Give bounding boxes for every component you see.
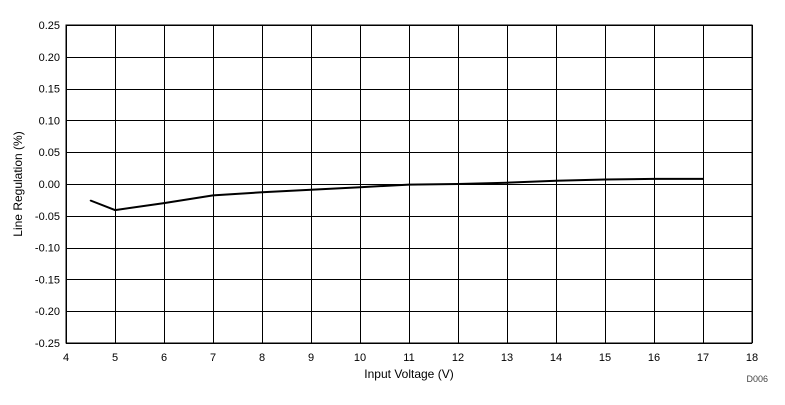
x-tick-label: 11 — [403, 352, 414, 364]
y-tick-label: -0.25 — [35, 338, 60, 350]
x-tick-label: 13 — [501, 352, 513, 364]
grid-lines — [66, 25, 753, 344]
x-tick-label: 16 — [648, 352, 660, 364]
x-tick-label: 7 — [210, 352, 216, 364]
data-point — [702, 178, 704, 180]
data-point — [408, 183, 410, 186]
data-point — [310, 188, 312, 191]
y-tick-label: -0.15 — [35, 274, 60, 286]
data-point — [604, 178, 606, 181]
y-tick-label: 0.00 — [39, 179, 60, 191]
x-tick-label: 9 — [308, 352, 314, 364]
x-tick-label: 15 — [599, 352, 611, 364]
x-tick-label: 10 — [354, 352, 366, 364]
y-axis-tick-labels: 0.25 0.20 0.15 0.10 0.05 0.00 -0.05 -0.10 -0.15 -… — [35, 20, 60, 350]
data-point — [212, 194, 214, 197]
y-tick-label: -0.05 — [35, 211, 60, 223]
series-line-0 — [90, 177, 703, 212]
data-point — [114, 209, 116, 211]
x-tick-label: 12 — [452, 352, 464, 364]
data-point — [163, 202, 165, 204]
y-tick-label: -0.20 — [35, 306, 60, 318]
x-axis-tick-labels: 4 5 6 7 8 9 10 11 12 13 14 15 16 17 18 — [63, 352, 758, 364]
x-tick-label: 8 — [259, 352, 265, 364]
x-tick-label: 5 — [112, 352, 118, 364]
y-tick-label: -0.10 — [35, 243, 60, 255]
x-tick-label: 6 — [161, 352, 167, 364]
x-tick-label: 4 — [63, 352, 69, 364]
y-tick-label: 0.15 — [39, 84, 60, 96]
data-point — [555, 180, 557, 182]
y-tick-label: 0.20 — [39, 52, 60, 64]
y-tick-label: 0.10 — [39, 115, 60, 127]
data-point — [653, 178, 655, 180]
x-tick-label: 18 — [746, 352, 758, 364]
data-point — [457, 183, 459, 185]
x-axis-title: Input Voltage (V) — [364, 367, 453, 381]
data-point — [506, 181, 508, 184]
data-point — [89, 199, 92, 202]
y-tick-label: 0.05 — [39, 147, 60, 159]
data-point — [359, 186, 361, 188]
figure-code: D006 — [746, 374, 768, 384]
x-tick-label: 17 — [697, 352, 709, 364]
x-tick-label: 14 — [550, 352, 562, 364]
y-tick-label: 0.25 — [39, 20, 60, 32]
series-group — [89, 177, 704, 212]
data-point — [261, 191, 263, 194]
y-axis-title: Line Regulation (%) — [11, 131, 25, 236]
